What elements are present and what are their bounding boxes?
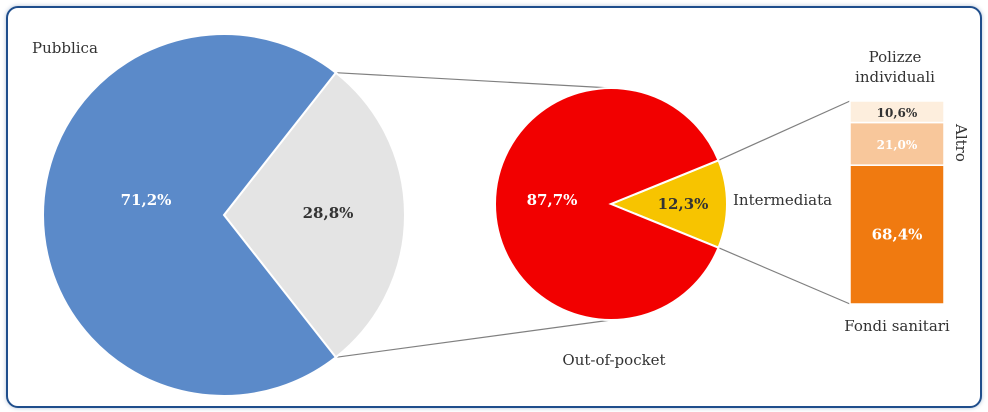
pie-slice-pubblica bbox=[42, 33, 338, 397]
label-pubblica: Pubblica bbox=[32, 39, 98, 57]
label-polizze-line2: individuali bbox=[855, 68, 935, 86]
data-label-privata: 28,8% bbox=[303, 204, 354, 222]
bar-segment-altro bbox=[849, 121, 945, 166]
bar-segment-polizze bbox=[849, 100, 945, 124]
pie-slice-privata bbox=[222, 71, 406, 359]
connector-top-left bbox=[335, 72, 612, 89]
label-fondi-sanitari: Fondi sanitari bbox=[844, 317, 950, 335]
label-intermediata: Intermediata bbox=[733, 191, 832, 209]
data-label-out-of-pocket: 87,7% bbox=[527, 191, 578, 209]
connector-bottom-right bbox=[718, 247, 851, 305]
pie-slice-out-of-pocket bbox=[494, 87, 720, 321]
pie-slice-intermediata bbox=[608, 158, 728, 250]
connector-lines bbox=[335, 72, 851, 358]
bar-data-label: 68,4% bbox=[872, 226, 923, 244]
label-polizze-line1: Polizze bbox=[869, 48, 922, 66]
data-label-pubblica: 71,2% bbox=[121, 191, 172, 209]
connector-top-right bbox=[718, 100, 851, 161]
data-label-intermediata: 12,3% bbox=[658, 195, 709, 213]
pie-total bbox=[42, 33, 406, 397]
bar-data-label: 21,0% bbox=[877, 138, 918, 152]
label-out-of-pocket: Out-of-pocket bbox=[562, 351, 665, 369]
stacked-bar-intermediata: 68,4% 21,0% 10,6% bbox=[849, 100, 945, 305]
label-altro: Altro bbox=[952, 123, 970, 162]
pie-private bbox=[494, 87, 728, 321]
bar-segment-fondi-sanitari bbox=[849, 164, 945, 305]
connector-bottom-left bbox=[335, 319, 612, 358]
bar-data-label: 10,6% bbox=[877, 106, 918, 120]
